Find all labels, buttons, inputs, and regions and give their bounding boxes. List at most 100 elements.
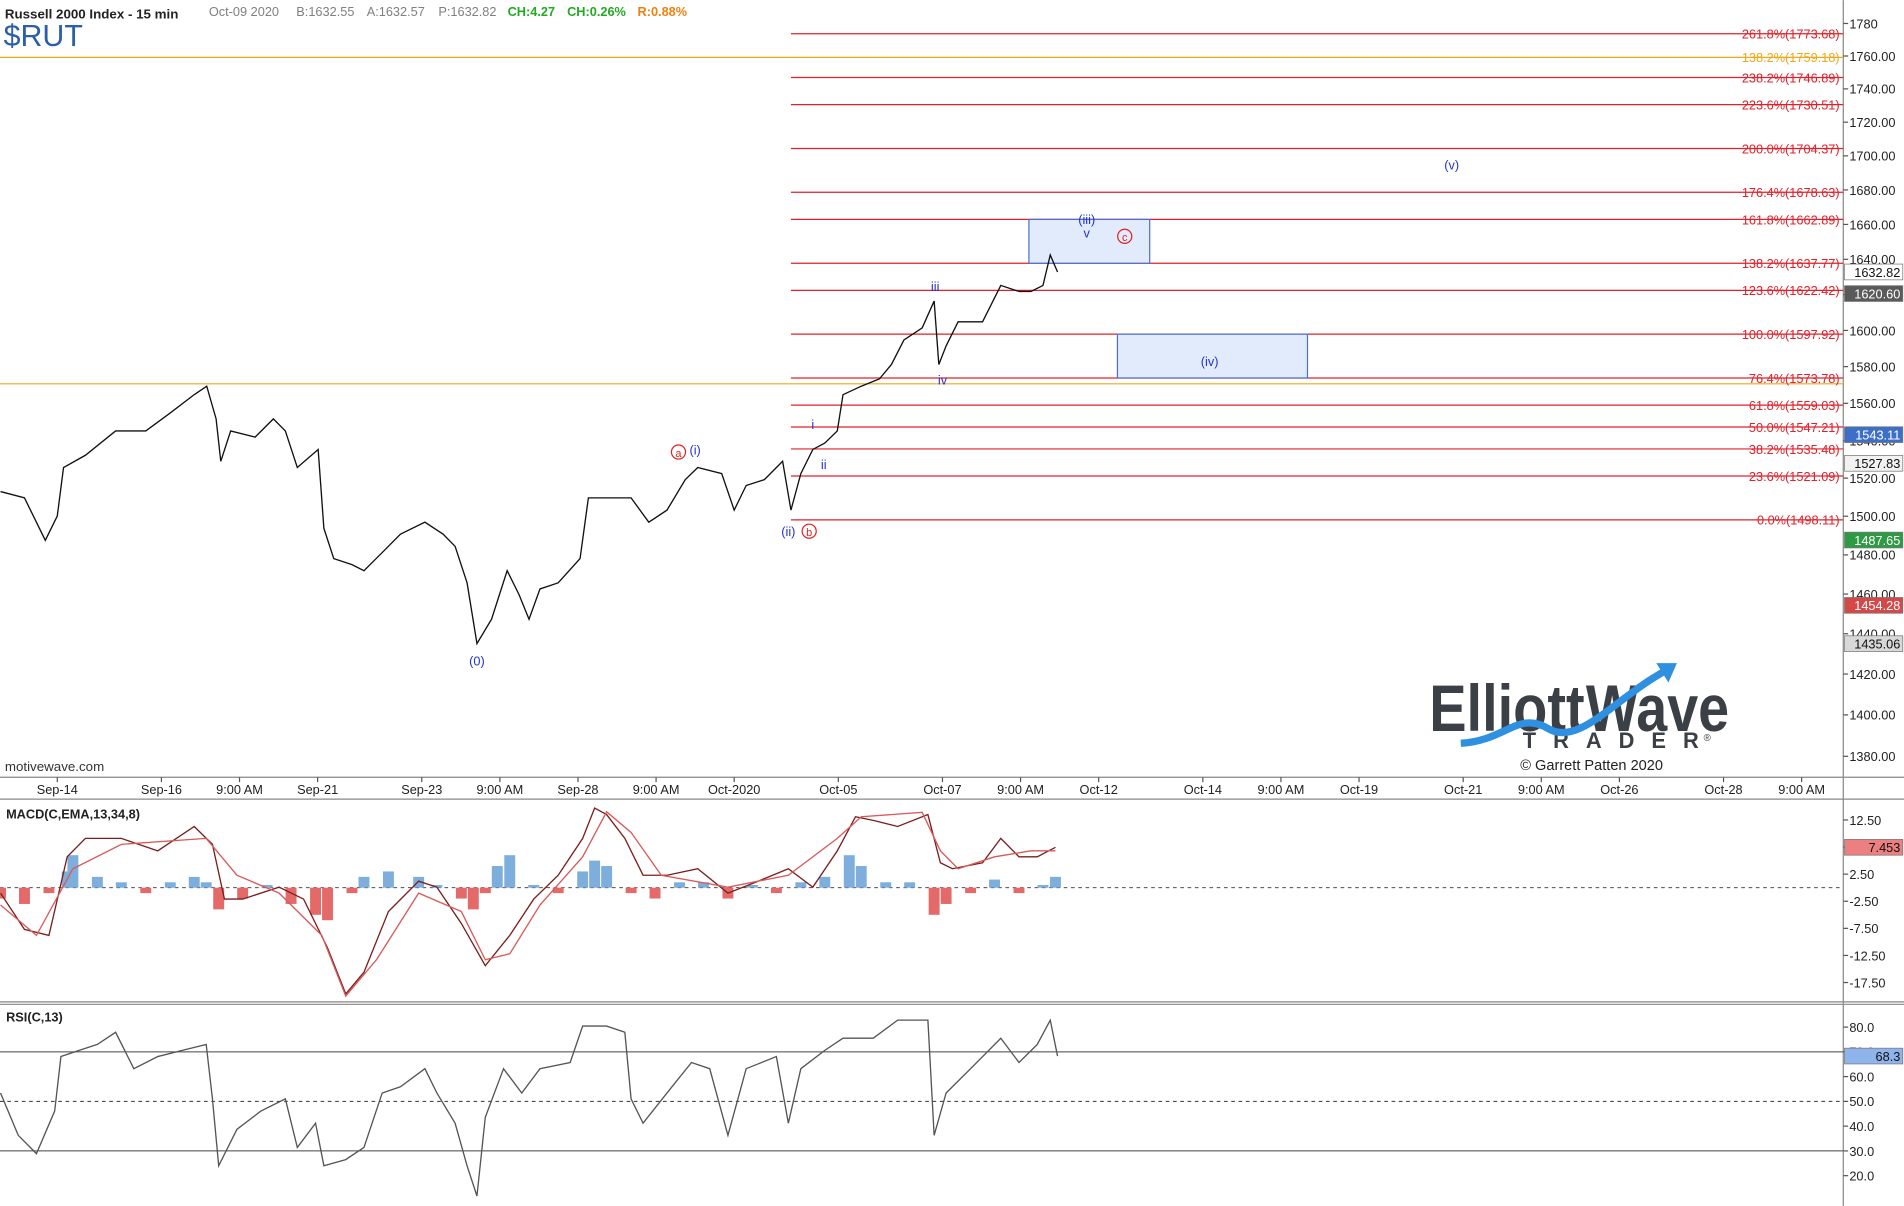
fib-label: 23.6%(1521.09) (1749, 469, 1840, 484)
histogram-bar (819, 876, 831, 888)
last-value-label: 68.3 (1876, 1049, 1901, 1064)
histogram-bar (649, 887, 661, 899)
histogram-bar (855, 866, 867, 888)
histogram-bar (140, 887, 152, 894)
histogram-bar (1049, 876, 1061, 888)
fib-label: 123.6%(1622.42) (1742, 283, 1840, 298)
histogram-bar (43, 887, 55, 894)
price-marker-label: 1620.60 (1854, 286, 1900, 301)
histogram-bar (164, 882, 176, 888)
y-tick-label: 12.50 (1849, 813, 1881, 828)
fib-label: 138.2%(1637.77) (1742, 256, 1840, 271)
wave-label: v (1084, 226, 1091, 241)
fib-label: 50.0%(1547.21) (1749, 420, 1840, 435)
wave-label: (i) (689, 443, 700, 458)
wave-label: (ii) (781, 524, 795, 539)
fib-label: 76.4%(1573.78) (1749, 371, 1840, 386)
histogram-bar (0, 887, 6, 899)
price-marker-label: 1454.28 (1854, 598, 1900, 613)
logo (1460, 663, 1677, 747)
fib-label: 161.8%(1662.89) (1742, 212, 1840, 227)
wave-label-circle (1117, 228, 1133, 244)
histogram-bar (601, 866, 613, 888)
wave-label: i (811, 417, 814, 432)
x-tick-label: Sep-21 (297, 782, 338, 797)
wave-label: a (675, 448, 682, 460)
plot-area (0, 807, 1844, 998)
y-tick-label: 1640.00 (1849, 252, 1895, 267)
wave-label: iii (931, 279, 940, 294)
price-marker-label: 1435.06 (1854, 637, 1900, 652)
histogram-bar (479, 887, 491, 894)
x-tick-label: Oct-2020 (708, 782, 760, 797)
wave-label-circle (670, 444, 687, 460)
x-tick-label: Oct-19 (1340, 782, 1378, 797)
histogram-bar (674, 882, 685, 888)
series-line (0, 810, 1056, 998)
quote-change-pct: CH:0.26% (567, 4, 626, 19)
quote-date: Oct-09 2020 (209, 4, 279, 19)
histogram-bar (965, 887, 977, 894)
price-marker-box (1844, 597, 1904, 614)
series-line (0, 252, 1059, 646)
x-tick-label: 9:00 AM (1778, 782, 1825, 797)
quote-range: R:0.88% (638, 4, 688, 19)
wave-label-circle (801, 523, 817, 539)
histogram-bar (237, 887, 249, 899)
histogram-bar (843, 855, 855, 888)
wave-label: iv (938, 372, 948, 387)
last-value-label: 7.453 (1868, 840, 1900, 855)
fib-label: 238.2%(1746.89) (1742, 70, 1840, 85)
x-tick-label: Oct-28 (1704, 782, 1742, 797)
y-tick-label: 1600.00 (1849, 323, 1895, 338)
x-tick-label: Sep-23 (401, 782, 442, 797)
histogram-bar (698, 882, 709, 888)
quote-change: CH:4.27 (508, 4, 555, 19)
histogram-bar (467, 887, 479, 910)
x-tick-label: Sep-16 (141, 782, 182, 797)
x-tick-label: Oct-07 (923, 782, 961, 797)
y-tick-label: 40.0 (1849, 1119, 1874, 1134)
panel-title: RSI(C,13) (6, 1009, 63, 1024)
histogram-bar (346, 887, 358, 894)
price-marker-label: 1543.11 (1855, 428, 1900, 443)
x-tick-label: 9:00 AM (633, 782, 680, 797)
x-tick-label: 9:00 AM (216, 782, 263, 797)
y-tick-label: 1420.00 (1849, 667, 1895, 682)
histogram-bar (940, 887, 952, 904)
y-tick-label: 1520.00 (1849, 471, 1895, 486)
histogram-bar (504, 855, 516, 888)
y-tick-label: 1400.00 (1849, 708, 1895, 723)
price-marker-label: 1487.65 (1854, 533, 1900, 548)
fib-label: 0.0%(1498.11) (1757, 513, 1840, 528)
price-marker-box (1844, 426, 1904, 443)
y-tick-label: 20.0 (1849, 1169, 1874, 1184)
y-tick-label: 1720.00 (1849, 115, 1895, 130)
chart-title: Russell 2000 Index - 15 min (5, 6, 179, 21)
x-tick-label: Sep-14 (37, 782, 78, 797)
last-value-box (1844, 839, 1904, 856)
y-tick-label: 1680.00 (1849, 183, 1895, 198)
histogram-bar (880, 882, 892, 888)
y-tick-label: 1740.00 (1849, 82, 1895, 97)
histogram-bar (455, 887, 467, 899)
histogram-bar (91, 876, 103, 888)
wave-label: ii (821, 457, 827, 472)
quote-bid: B:1632.55 (296, 4, 354, 19)
histogram-bar (67, 855, 79, 888)
histogram-bar (577, 871, 589, 888)
histogram-bar (552, 887, 564, 894)
y-tick-label: 1700.00 (1849, 149, 1895, 164)
histogram-bar (322, 887, 333, 921)
y-tick-label: 1780 (1849, 16, 1877, 31)
fib-label: 38.2%(1535.48) (1749, 442, 1840, 457)
y-tick-label: 60.0 (1849, 1069, 1874, 1084)
y-tick-label: 50.0 (1849, 1094, 1874, 1109)
y-tick-label: 1660.00 (1849, 217, 1895, 232)
x-tick-label: Oct-12 (1080, 782, 1118, 797)
y-tick-label: 80.0 (1849, 1020, 1874, 1035)
histogram-bar (358, 876, 370, 888)
target-box (1116, 333, 1309, 379)
